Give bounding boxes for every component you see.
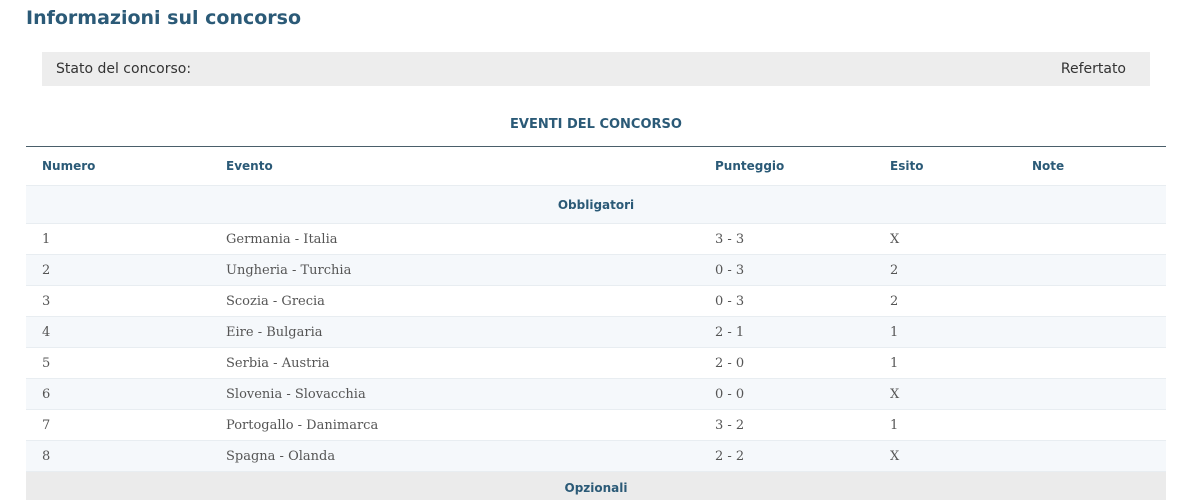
cell-esito: 1 [890, 347, 1032, 379]
cell-numero: 4 [26, 316, 226, 348]
cell-note [1032, 347, 1166, 379]
cell-numero: 5 [26, 347, 226, 379]
cell-esito: 2 [890, 285, 1032, 317]
cell-evento: Portogallo - Danimarca [226, 409, 715, 441]
status-bar: Stato del concorso: Refertato [42, 52, 1150, 86]
cell-evento: Serbia - Austria [226, 347, 715, 379]
group-label: Obbligatori [26, 185, 1166, 224]
cell-esito: X [890, 440, 1032, 472]
cell-note [1032, 254, 1166, 286]
cell-evento: Eire - Bulgaria [226, 316, 715, 348]
page-title: Informazioni sul concorso [26, 7, 302, 29]
group-row-mandatory: Obbligatori [26, 185, 1166, 224]
cell-evento: Scozia - Grecia [226, 285, 715, 317]
col-numero: Numero [26, 146, 226, 186]
status-label: Stato del concorso: [56, 61, 192, 77]
status-value: Refertato [1060, 61, 1126, 77]
col-note: Note [1032, 146, 1166, 186]
col-esito: Esito [890, 146, 1032, 186]
cell-note [1032, 223, 1166, 255]
cell-note [1032, 285, 1166, 317]
col-punteggio: Punteggio [715, 146, 890, 186]
cell-evento: Slovenia - Slovacchia [226, 378, 715, 410]
cell-evento: Spagna - Olanda [226, 440, 715, 472]
cell-punteggio: 3 - 2 [715, 409, 890, 441]
cell-punteggio: 0 - 0 [715, 378, 890, 410]
cell-evento: Ungheria - Turchia [226, 254, 715, 286]
cell-esito: X [890, 378, 1032, 410]
group-label: Opzionali [26, 471, 1166, 500]
cell-esito: X [890, 223, 1032, 255]
cell-note [1032, 440, 1166, 472]
cell-esito: 1 [890, 409, 1032, 441]
cell-note [1032, 316, 1166, 348]
cell-esito: 2 [890, 254, 1032, 286]
cell-numero: 3 [26, 285, 226, 317]
group-row-optional: Opzionali [26, 471, 1166, 500]
cell-esito: 1 [890, 316, 1032, 348]
col-evento: Evento [226, 146, 715, 186]
cell-numero: 8 [26, 440, 226, 472]
cell-numero: 6 [26, 378, 226, 410]
cell-numero: 1 [26, 223, 226, 255]
table-header: Numero Evento Punteggio Esito Note [26, 146, 1166, 186]
cell-punteggio: 0 - 3 [715, 285, 890, 317]
section-title: EVENTI DEL CONCORSO [510, 117, 682, 132]
cell-punteggio: 0 - 3 [715, 254, 890, 286]
cell-note [1032, 409, 1166, 441]
events-table: Numero Evento Punteggio Esito Note Obbli… [26, 146, 1166, 500]
cell-punteggio: 3 - 3 [715, 223, 890, 255]
cell-numero: 7 [26, 409, 226, 441]
cell-note [1032, 378, 1166, 410]
cell-evento: Germania - Italia [226, 223, 715, 255]
cell-punteggio: 2 - 1 [715, 316, 890, 348]
cell-punteggio: 2 - 0 [715, 347, 890, 379]
cell-punteggio: 2 - 2 [715, 440, 890, 472]
cell-numero: 2 [26, 254, 226, 286]
